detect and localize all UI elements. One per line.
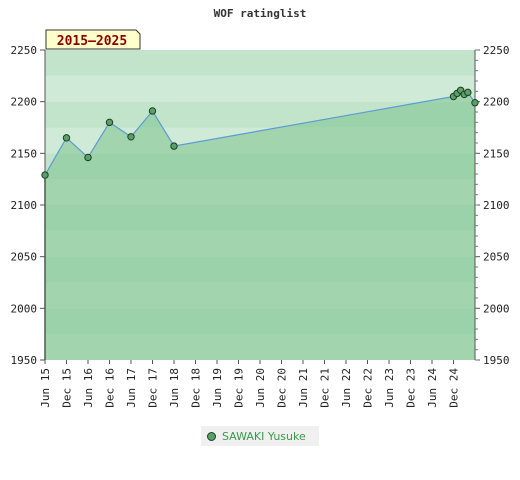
plot-band <box>45 50 475 76</box>
y-tick-label-right: 2050 <box>483 251 510 264</box>
x-tick-label: Dec 23 <box>405 368 418 408</box>
axes: 1950 1950 2000 2000 2050 2050 2100 2100 2150 2150… <box>11 44 510 408</box>
y-tick-label-right: 2100 <box>483 199 510 212</box>
rating-area <box>45 90 475 361</box>
x-tick-label: Dec 16 <box>104 368 117 408</box>
data-point <box>127 133 135 141</box>
data-point <box>464 88 472 97</box>
x-tick-label: Jun 24 <box>426 368 439 408</box>
x-tick-label: Dec 21 <box>319 368 332 408</box>
x-tick-label: Jun 17 <box>125 368 138 408</box>
data-point <box>41 171 49 179</box>
x-tick-label: Dec 24 <box>448 368 461 408</box>
plot-area <box>44 89 476 361</box>
y-tick-label-right: 2000 <box>483 302 510 315</box>
y-tick-label-left: 1950 <box>11 354 38 367</box>
x-tick-label: Dec 22 <box>362 368 375 408</box>
data-point <box>148 107 157 115</box>
x-tick-label: Jun 20 <box>254 368 267 408</box>
x-tick-label: Dec 15 <box>61 368 74 408</box>
y-tick-label-right: 2250 <box>483 44 510 57</box>
data-point <box>471 99 479 107</box>
x-tick-label: Jun 15 <box>39 368 52 408</box>
x-tick-label: Jun 19 <box>211 368 224 408</box>
y-tick-label-right: 1950 <box>483 354 510 367</box>
data-point <box>170 142 178 150</box>
x-tick-label: Dec 18 <box>190 368 203 408</box>
y-tick-label-left: 2100 <box>11 199 38 212</box>
legend: SAWAKI Yusuke <box>201 426 319 446</box>
x-tick-label: Jun 18 <box>168 368 181 408</box>
legend-marker <box>207 431 216 441</box>
x-tick-label: Dec 20 <box>276 368 289 408</box>
x-tick-label: Jun 21 <box>297 368 310 408</box>
data-point <box>84 153 92 162</box>
y-tick-label-left: 2050 <box>11 251 38 264</box>
chart-title: WOF ratinglist <box>214 7 307 20</box>
data-point <box>105 118 114 127</box>
plot-band <box>45 75 475 102</box>
legend-label: SAWAKI Yusuke <box>222 429 306 443</box>
data-point <box>62 134 71 142</box>
y-tick-label-left: 2200 <box>11 96 38 109</box>
x-tick-label: Jun 23 <box>383 368 396 408</box>
data-points <box>41 86 479 179</box>
x-tick-label: Dec 19 <box>233 368 246 408</box>
x-tick-label: Jun 22 <box>340 368 353 408</box>
y-tick-label-left: 2000 <box>11 302 38 315</box>
period-badge: 2015–2025 <box>45 29 141 50</box>
period-badge-text: 2015–2025 <box>57 34 127 49</box>
y-tick-label-right: 2200 <box>483 96 510 109</box>
x-tick-label: Jun 16 <box>82 368 95 408</box>
y-tick-label-right: 2150 <box>483 147 510 160</box>
y-tick-label-left: 2250 <box>11 44 38 57</box>
y-tick-label-left: 2150 <box>11 147 38 160</box>
x-tick-label: Dec 17 <box>147 368 160 408</box>
